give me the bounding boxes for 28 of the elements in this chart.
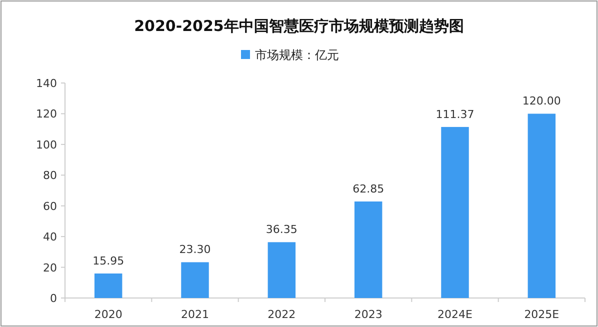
- y-tick-label: 120: [36, 108, 57, 121]
- x-tick-label: 2020: [94, 308, 122, 321]
- bar: [441, 126, 469, 298]
- bar: [528, 114, 556, 298]
- y-tick-label: 40: [43, 230, 57, 244]
- y-tick-label: 80: [43, 169, 57, 182]
- bar: [354, 201, 382, 298]
- x-tick-label: 2021: [181, 308, 209, 321]
- bar: [181, 262, 209, 298]
- data-label: 62.85: [352, 182, 384, 196]
- x-tick-label: 2025E: [524, 308, 560, 321]
- y-tick-label: 0: [50, 292, 57, 305]
- data-label: 15.95: [92, 254, 124, 268]
- bar: [268, 242, 296, 298]
- data-label: 36.35: [266, 223, 298, 236]
- y-tick-label: 140: [36, 77, 57, 90]
- legend-label: 市场规模：亿元: [255, 48, 339, 62]
- y-tick-label: 20: [43, 261, 57, 274]
- y-tick-label: 60: [43, 200, 57, 213]
- bar: [94, 274, 122, 298]
- y-tick-label: 100: [36, 138, 57, 152]
- x-tick-label: 2022: [268, 308, 296, 321]
- chart-title: 2020-2025年中国智慧医疗市场规模预测趋势图: [134, 17, 464, 35]
- x-tick-label: 2024E: [438, 308, 473, 321]
- data-label: 111.37: [436, 108, 474, 121]
- data-label: 120.00: [522, 94, 561, 108]
- x-tick-label: 2023: [354, 308, 382, 321]
- data-label: 23.30: [179, 243, 211, 256]
